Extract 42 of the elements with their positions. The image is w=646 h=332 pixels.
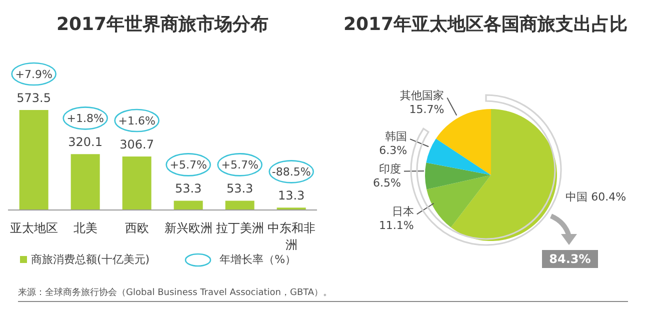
data-label: 60.4% [591,190,626,204]
legend-label: 商旅消费总额(十亿美元) [30,252,150,267]
x-tick-label: 西欧 [124,221,149,235]
slice-label: 韩国 [385,130,408,144]
pie-slice [426,138,491,175]
source-note: 来源：全球商务旅行协会（Global Business Travel Association，GBTA）。 [18,286,628,302]
bar [122,156,152,210]
annotation: +5.7% [170,158,207,172]
pie-slice [426,175,491,228]
bar [174,200,203,210]
data-label: 6.5% [373,176,402,190]
x-tick-label: 北美 [73,221,98,235]
data-label: 53.3 [226,182,254,196]
x-tick-label: 拉丁美洲 [216,221,264,235]
text: 年增长率（%） [218,252,296,267]
pie-slice [425,162,491,190]
bar [70,154,100,210]
annotation: +5.7% [221,158,258,172]
slice-label: 日本 [392,205,414,218]
data-label: 13.3 [278,188,305,203]
data-label: 6.3% [379,144,408,158]
slice-label: 印度 [379,162,402,176]
annotation: -88.5% [272,166,311,179]
chart-title: 2017年亚太地区各国商旅支出占比 [342,13,629,36]
bar [225,200,254,210]
text: +7.9% [15,68,52,81]
data-label: 306.7 [120,138,154,152]
pie-slice [450,109,557,241]
text: 84.3% [542,250,598,268]
data-label: 11.1% [378,219,414,232]
slice-label: 其他国家 [400,88,444,102]
data-label: 15.7% [409,102,444,116]
data-label: 53.3 [174,182,202,196]
annotation: +1.8% [66,112,104,126]
x-tick-label: 亚太地区 [10,221,58,235]
chart-title: 2017年世界商旅市场分布 [55,13,270,36]
data-label: 320.1 [68,135,103,150]
x-tick-label: 新兴欧洲 [164,221,212,235]
slice-label: 中国 [566,190,588,204]
data-label: 573.5 [16,91,52,105]
bar [19,110,48,210]
annotation: +1.6% [118,114,156,128]
